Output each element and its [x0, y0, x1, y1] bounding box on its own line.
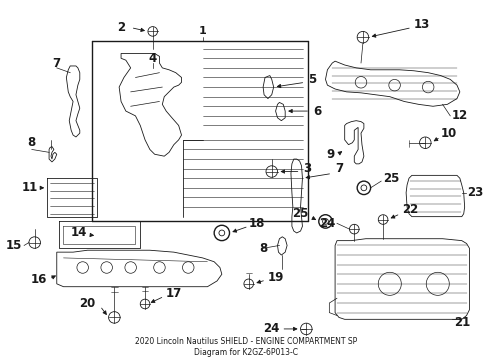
Text: 25: 25	[292, 207, 308, 220]
Text: 10: 10	[441, 127, 457, 140]
Text: 2: 2	[117, 21, 125, 34]
Text: 24: 24	[318, 217, 335, 230]
Text: 8: 8	[259, 242, 267, 255]
Text: 3: 3	[303, 162, 312, 175]
Text: 4: 4	[148, 52, 157, 65]
Text: 17: 17	[166, 287, 182, 300]
Text: 25: 25	[383, 172, 399, 185]
Text: 13: 13	[414, 18, 430, 31]
Text: 18: 18	[249, 217, 265, 230]
Text: 7: 7	[335, 162, 343, 175]
Text: 23: 23	[467, 186, 484, 199]
Text: 7: 7	[53, 57, 61, 69]
Text: 12: 12	[452, 109, 468, 122]
Text: 6: 6	[313, 104, 321, 118]
Text: 19: 19	[268, 271, 284, 284]
Text: 21: 21	[454, 316, 470, 329]
Text: 11: 11	[22, 181, 38, 194]
Text: 24: 24	[263, 323, 279, 336]
Text: 16: 16	[31, 273, 47, 285]
Text: 22: 22	[402, 203, 418, 216]
Text: 1: 1	[199, 26, 206, 36]
Text: 9: 9	[327, 148, 335, 161]
Text: 14: 14	[71, 226, 88, 239]
Text: 20: 20	[79, 297, 95, 310]
Text: 5: 5	[308, 73, 317, 86]
Text: 8: 8	[27, 136, 36, 149]
Text: 15: 15	[6, 239, 22, 252]
Text: 2020 Lincoln Nautilus SHIELD - ENGINE COMPARTMENT SP
Diagram for K2GZ-6P013-C: 2020 Lincoln Nautilus SHIELD - ENGINE CO…	[135, 337, 357, 357]
